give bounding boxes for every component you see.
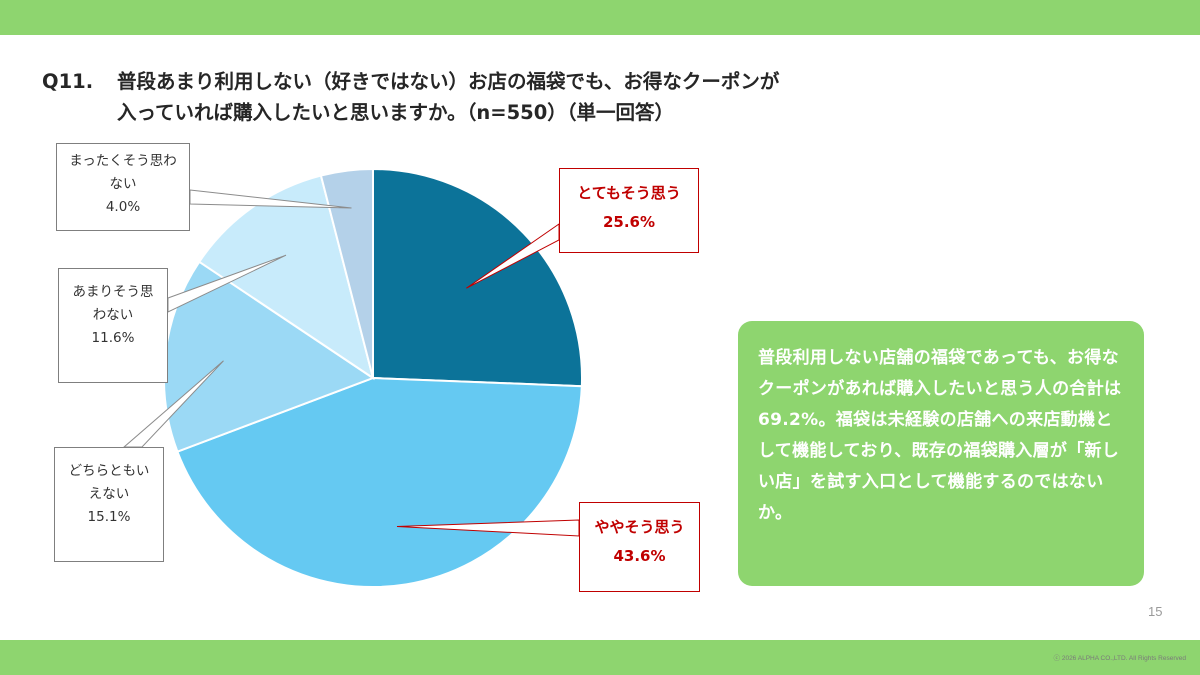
page-number: 15: [1148, 604, 1163, 619]
slice-value-label: 25.6%: [602, 213, 656, 231]
slice-value-label: 15.1%: [87, 509, 131, 525]
slice-label: ややそう思う: [594, 518, 685, 536]
callout-not-much: あまりそう思 わない 11.6%: [58, 268, 168, 383]
slice-label: とてもそう思う: [577, 184, 681, 202]
pie-slice: [197, 174, 375, 381]
slice-label-line-1: どちらともい: [68, 463, 150, 479]
callout-leader: [189, 189, 352, 209]
bottom-band: [0, 640, 1200, 675]
callout-not-at-all: まったくそう思わ ない 4.0%: [56, 143, 190, 231]
slice-label-line-2: ない: [109, 176, 137, 192]
slice-label-line-1: まったくそう思わ: [69, 153, 177, 169]
summary-note: 普段利用しない店舗の福袋であっても、お得なクーポンがあれば購入したいと思う人の合…: [738, 321, 1144, 586]
callout-neither: どちらともい えない 15.1%: [54, 447, 164, 562]
question-line-2: 入っていれば購入したいと思いますか。（n=550）（単一回答）: [117, 101, 675, 124]
slice-label-line-1: あまりそう思: [72, 284, 154, 300]
slice-value-label: 4.0%: [105, 199, 141, 215]
callout-somewhat: ややそう思う 43.6%: [579, 502, 700, 592]
question-line-1: 普段あまり利用しない（好きではない）お店の福袋でも、お得なクーポンが: [117, 70, 780, 93]
slice-value-label: 11.6%: [91, 330, 135, 346]
slice-value-label: 43.6%: [613, 547, 666, 565]
pie-slice: [372, 167, 583, 388]
question-number: Q11.: [42, 70, 94, 93]
callout-very-much: とてもそう思う 25.6%: [559, 168, 699, 253]
copyright-text: ⓒ 2026 ALPHA CO.,LTD. All Rights Reserve…: [1053, 655, 1186, 662]
top-band: [0, 0, 1200, 35]
pie-slice: [319, 167, 374, 379]
slice-label-line-2: わない: [92, 307, 134, 323]
slice-label-line-2: えない: [88, 486, 130, 502]
callout-leader: [167, 254, 287, 313]
pie-slice: [176, 376, 583, 588]
question-title: Q11. 普段あまり利用しない（好きではない）お店の福袋でも、お得なクーポンが 入…: [42, 66, 942, 128]
